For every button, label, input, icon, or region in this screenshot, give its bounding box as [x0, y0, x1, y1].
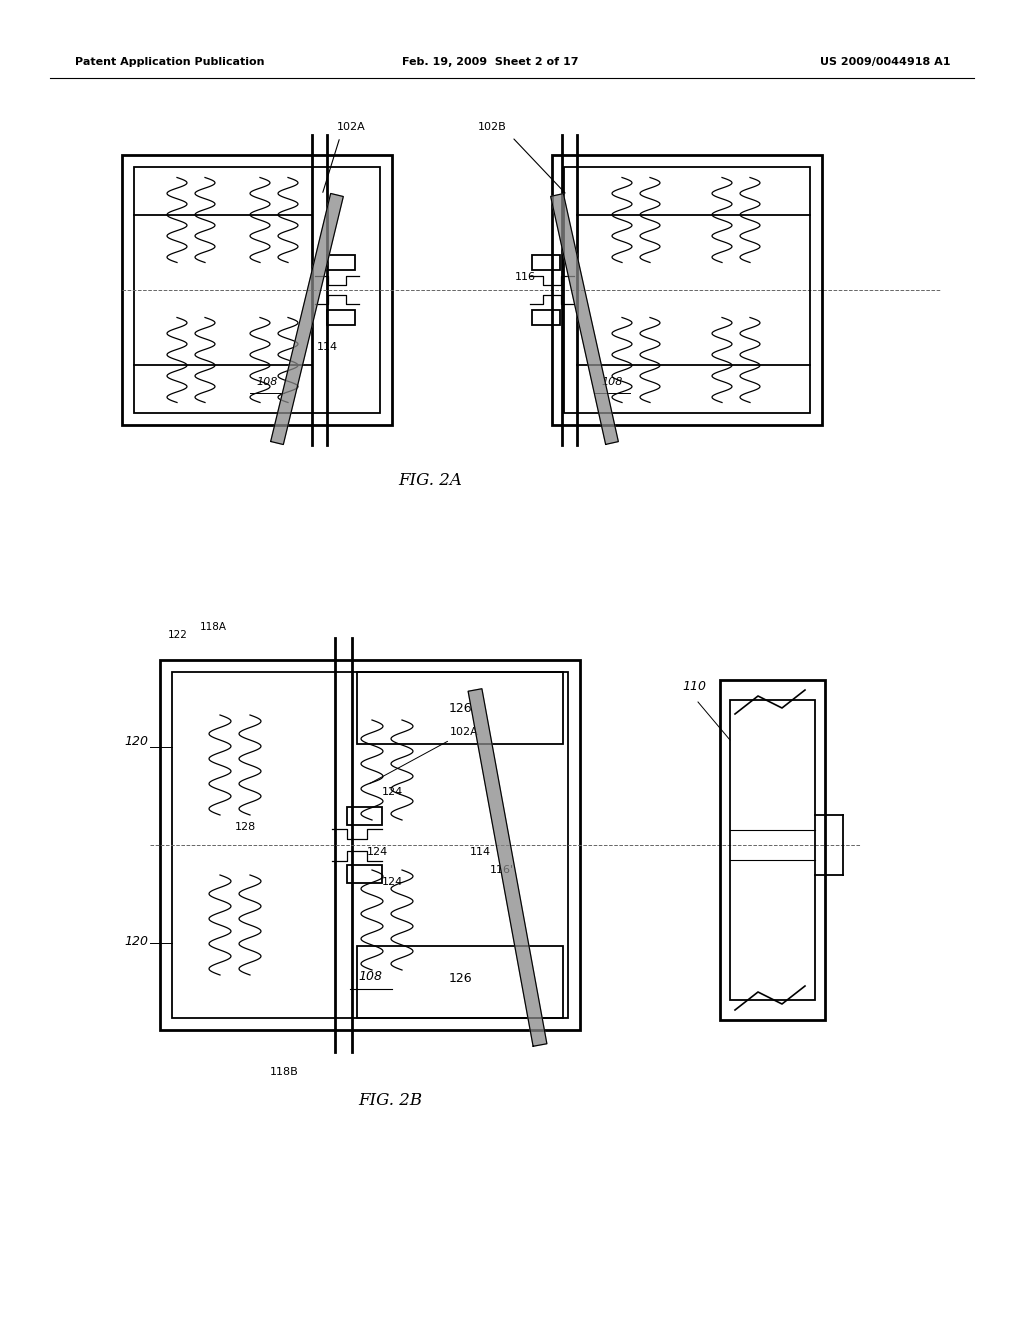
Bar	[357, 946, 563, 1018]
Text: 108: 108	[601, 378, 623, 387]
Text: US 2009/0044918 A1: US 2009/0044918 A1	[819, 57, 950, 67]
Text: 102A: 102A	[450, 727, 479, 737]
Bar	[172, 672, 568, 1018]
Bar	[122, 154, 392, 425]
Bar	[532, 255, 560, 271]
Bar	[134, 168, 380, 413]
Bar	[327, 310, 355, 325]
Text: 116: 116	[515, 272, 536, 282]
Text: 116': 116'	[490, 865, 514, 875]
Bar	[347, 865, 382, 883]
Text: 114: 114	[317, 342, 338, 352]
Bar	[552, 154, 822, 425]
Polygon shape	[551, 194, 618, 445]
Bar	[730, 700, 815, 1001]
Bar	[327, 255, 355, 271]
Text: 128: 128	[234, 822, 256, 832]
Text: Patent Application Publication: Patent Application Publication	[75, 57, 264, 67]
Text: 102A: 102A	[337, 121, 366, 132]
Bar	[347, 807, 382, 825]
Text: 102B: 102B	[478, 121, 507, 132]
Text: 124: 124	[382, 876, 403, 887]
Bar	[720, 680, 825, 1020]
Text: 124: 124	[382, 787, 403, 797]
Bar	[532, 310, 560, 325]
Bar	[357, 672, 563, 744]
Text: Feb. 19, 2009  Sheet 2 of 17: Feb. 19, 2009 Sheet 2 of 17	[401, 57, 579, 67]
Polygon shape	[270, 194, 343, 445]
Text: 114: 114	[470, 847, 492, 857]
Text: 126: 126	[449, 702, 472, 715]
Text: 108: 108	[256, 378, 278, 387]
Text: FIG. 2A: FIG. 2A	[398, 473, 462, 488]
Text: 120: 120	[124, 735, 148, 748]
Text: 120: 120	[124, 935, 148, 948]
Bar	[160, 660, 580, 1030]
Text: FIG. 2B: FIG. 2B	[358, 1092, 422, 1109]
Polygon shape	[468, 689, 547, 1047]
Text: 108: 108	[358, 970, 382, 983]
Text: 124: 124	[367, 847, 388, 857]
Text: 126: 126	[449, 972, 472, 985]
Bar	[564, 168, 810, 413]
Text: 122: 122	[168, 630, 187, 640]
Text: 118B: 118B	[270, 1067, 299, 1077]
Text: 118A: 118A	[200, 622, 227, 632]
Text: 110: 110	[682, 680, 706, 693]
